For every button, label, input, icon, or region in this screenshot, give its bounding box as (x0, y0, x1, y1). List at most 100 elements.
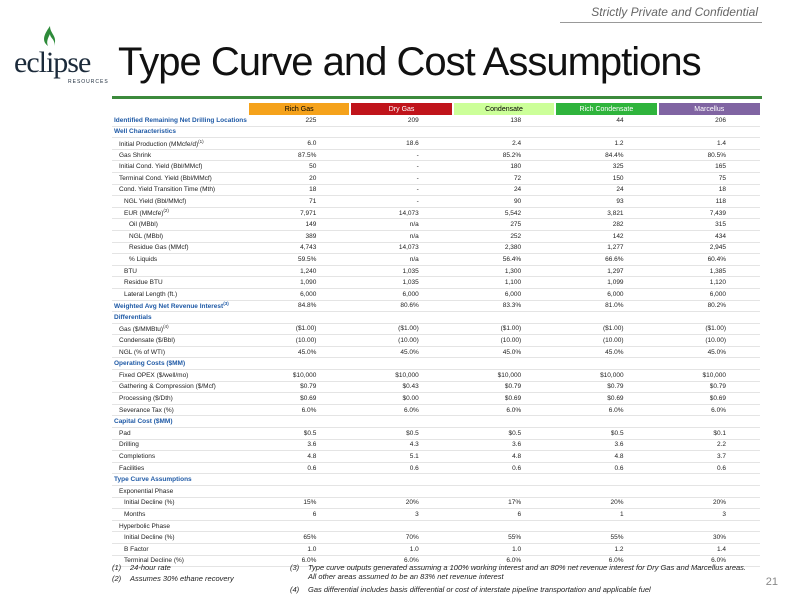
row-label-cell: NGL Yield (Bbl/MMcf) (112, 195, 248, 208)
value-cell (555, 473, 658, 486)
value-cell: 209 (350, 115, 453, 127)
row-label-cell: Residue BTU (112, 276, 248, 289)
value-cell: 70% (350, 531, 453, 544)
value-cell (555, 415, 658, 429)
row-label-cell: Type Curve Assumptions (112, 473, 248, 486)
section-row: Weighted Avg Net Revenue Interest(3) 84.8… (112, 300, 760, 313)
value-cell: 252 (452, 230, 556, 243)
value-cell: 5.1 (350, 450, 453, 463)
row-label: Residue Gas (MMcf) (129, 244, 189, 252)
data-row: NGL (MBbl) 389 n/a 252 142 434 (112, 230, 760, 243)
row-label: Gas ($/MMBtu) (119, 326, 164, 334)
value-cell: 80.6% (350, 300, 453, 313)
data-row: Exponential Phase (112, 485, 760, 498)
value-cell: 0.6 (657, 462, 760, 475)
value-cell: 20% (555, 497, 658, 510)
row-label: Capital Cost ($MM) (114, 418, 173, 426)
value-cell: - (350, 160, 453, 173)
value-cell: 138 (452, 115, 556, 127)
value-cell: 30% (657, 531, 760, 544)
column-header: Rich Gas (246, 103, 351, 115)
value-cell: - (350, 184, 453, 197)
value-cell: 1 (555, 508, 658, 521)
row-label: Months (124, 510, 146, 518)
value-cell: 206 (657, 115, 760, 127)
value-cell: 1.0 (350, 543, 453, 556)
value-cell (350, 126, 453, 139)
row-label: Type Curve Assumptions (114, 476, 192, 484)
footnote-marker: (3) (290, 563, 300, 572)
value-cell: 2,945 (657, 242, 760, 255)
row-label-cell: Condensate ($/Bbl) (112, 334, 248, 347)
row-label: Operating Costs ($MM) (114, 360, 186, 368)
value-cell: 389 (248, 230, 351, 243)
value-cell: 6.0% (350, 404, 453, 417)
value-cell: 4.8 (555, 450, 658, 463)
value-cell: n/a (350, 218, 453, 231)
row-label-cell: Gas Shrink (112, 149, 248, 162)
value-cell: 15% (248, 497, 351, 510)
confidential-note: Strictly Private and Confidential (591, 5, 758, 19)
value-cell: (10.00) (657, 334, 760, 347)
value-cell: - (350, 195, 453, 208)
value-cell: $0.79 (452, 381, 556, 394)
data-row: Residue Gas (MMcf) 4,743 14,073 2,380 1,277 2… (112, 242, 760, 255)
value-cell: 1,100 (452, 276, 556, 289)
header-row: Rich Gas Dry Gas Condensate Rich Condensate… (112, 103, 760, 115)
footnote-text: Assumes 30% ethane recovery (130, 574, 234, 583)
footnote-text: 24-hour rate (130, 563, 171, 572)
value-cell: 24 (555, 184, 658, 197)
value-cell: 434 (657, 230, 760, 243)
value-cell: 6,000 (350, 288, 453, 301)
value-cell: 45.0% (555, 346, 658, 359)
row-label: Cond. Yield Transition Time (Mth) (119, 186, 216, 194)
footnote-ref: (2) (163, 208, 169, 214)
value-cell: 142 (555, 230, 658, 243)
row-label: Lateral Length (ft.) (124, 290, 178, 298)
row-label-cell: Fixed OPEX ($/well/mo) (112, 369, 248, 382)
value-cell: 85.2% (452, 149, 556, 162)
value-cell (452, 485, 556, 498)
value-cell: 1,090 (248, 276, 351, 289)
value-cell (452, 311, 556, 324)
value-cell: 4.8 (452, 450, 556, 463)
row-label-cell: NGL (% of WTI) (112, 346, 248, 359)
value-cell: 93 (555, 195, 658, 208)
footnote: (1) 24-hour rate (112, 563, 282, 572)
value-cell: 84.8% (248, 300, 351, 313)
value-cell (350, 485, 453, 498)
value-cell: $10,000 (452, 369, 556, 382)
value-cell (248, 520, 351, 533)
value-cell: 59.5% (248, 253, 351, 266)
value-cell (248, 485, 351, 498)
data-row: Initial Production (MMcfe/d)(1) 6.0 18.6 2.… (112, 137, 760, 150)
value-cell: 6 (452, 508, 556, 521)
row-label: Drilling (119, 441, 139, 449)
value-cell: $0.5 (555, 427, 658, 440)
row-label-cell: Capital Cost ($MM) (112, 415, 248, 429)
row-label: Fixed OPEX ($/well/mo) (119, 371, 189, 379)
value-cell (248, 415, 351, 429)
value-cell: 150 (555, 172, 658, 185)
value-cell: $10,000 (248, 369, 351, 382)
value-cell: 6.0% (452, 555, 556, 568)
value-cell (657, 415, 760, 429)
data-row: BTU 1,240 1,035 1,300 1,297 1,385 (112, 265, 760, 278)
value-cell: 55% (555, 531, 658, 544)
row-label: Initial Production (MMcfe/d) (119, 141, 199, 149)
value-cell: ($1.00) (555, 323, 658, 336)
header-blank (112, 103, 248, 115)
section-row: Type Curve Assumptions (112, 473, 760, 486)
column-header: Rich Condensate (554, 103, 658, 115)
value-cell: 1.2 (555, 137, 658, 150)
value-cell (657, 357, 760, 371)
footnote-marker: (1) (112, 563, 122, 572)
value-cell: (10.00) (555, 334, 658, 347)
value-cell: 6.0% (657, 555, 760, 568)
value-cell: $0.5 (452, 427, 556, 440)
row-label-cell: Oil (MBbl) (112, 218, 248, 231)
value-cell: 6.0 (248, 137, 351, 150)
row-label: Residue BTU (124, 279, 163, 287)
value-cell (555, 357, 658, 371)
value-cell: 0.6 (248, 462, 351, 475)
